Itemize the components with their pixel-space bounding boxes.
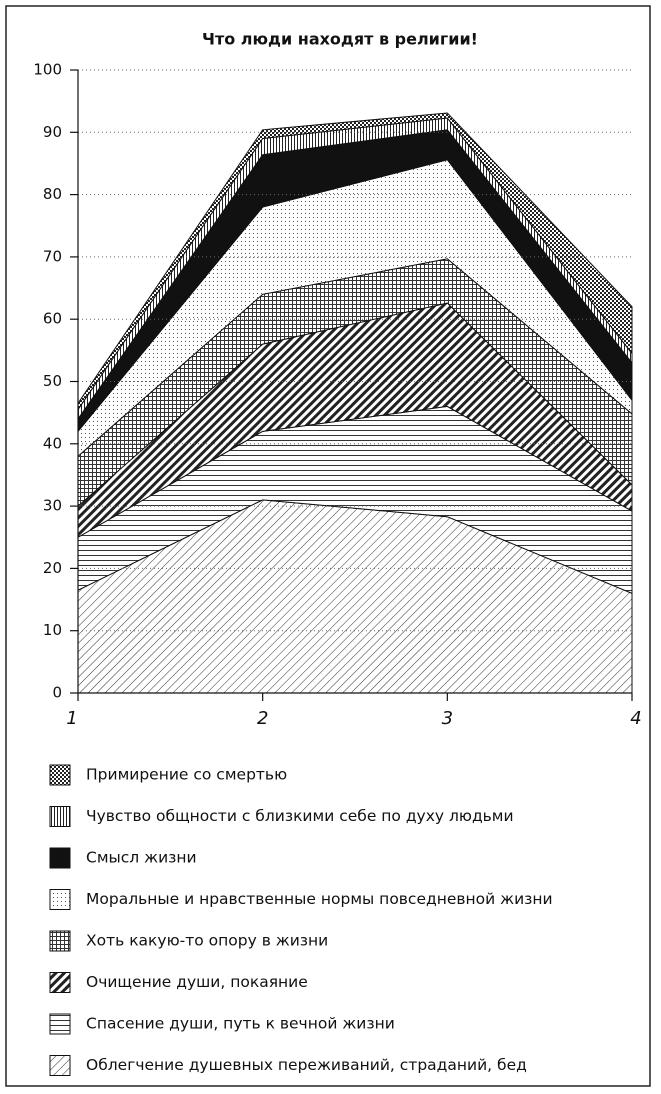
y-tick-label: 100 xyxy=(33,61,62,79)
legend-swatch xyxy=(49,889,71,910)
y-tick-label: 20 xyxy=(43,559,62,577)
legend-label: Облегчение душевных переживаний, страдан… xyxy=(86,1056,527,1074)
y-tick-label: 90 xyxy=(43,123,62,141)
y-tick-label: 40 xyxy=(43,434,62,452)
y-tick-label: 30 xyxy=(43,497,62,515)
frame xyxy=(5,5,651,1087)
y-tick-label: 0 xyxy=(52,684,62,702)
legend-swatch xyxy=(49,806,71,827)
legend-label: Спасение души, путь к вечной жизни xyxy=(86,1015,395,1033)
legend-label: Хоть какую-то опору в жизни xyxy=(86,932,328,950)
legend-swatch xyxy=(49,972,71,993)
legend-swatch xyxy=(49,764,71,786)
chart-title: Что люди находят в религии! xyxy=(202,30,478,49)
legend-swatch xyxy=(49,930,71,952)
y-tick-label: 10 xyxy=(43,621,62,639)
y-tick-label: 50 xyxy=(43,372,62,390)
x-tick-label: 1 xyxy=(66,708,77,729)
y-tick-label: 80 xyxy=(43,185,62,203)
x-tick-label: 3 xyxy=(442,708,453,729)
x-tick-label: 2 xyxy=(257,708,268,729)
legend-swatch xyxy=(49,847,71,869)
legend-label: Смысл жизни xyxy=(86,849,197,867)
y-tick-label: 70 xyxy=(43,247,62,265)
x-tick-label: 4 xyxy=(630,708,641,729)
legend-label: Чувство общности с близкими себе по духу… xyxy=(86,807,514,825)
legend-label: Очищение души, покаяние xyxy=(86,973,308,991)
legend-swatch xyxy=(49,1013,71,1035)
area xyxy=(77,112,633,412)
legend-swatch xyxy=(49,1055,71,1076)
y-tick-label: 60 xyxy=(43,310,62,328)
legend-label: Моральные и нравственные нормы повседнев… xyxy=(86,890,553,908)
legend-label: Примирение со смертью xyxy=(86,766,287,784)
